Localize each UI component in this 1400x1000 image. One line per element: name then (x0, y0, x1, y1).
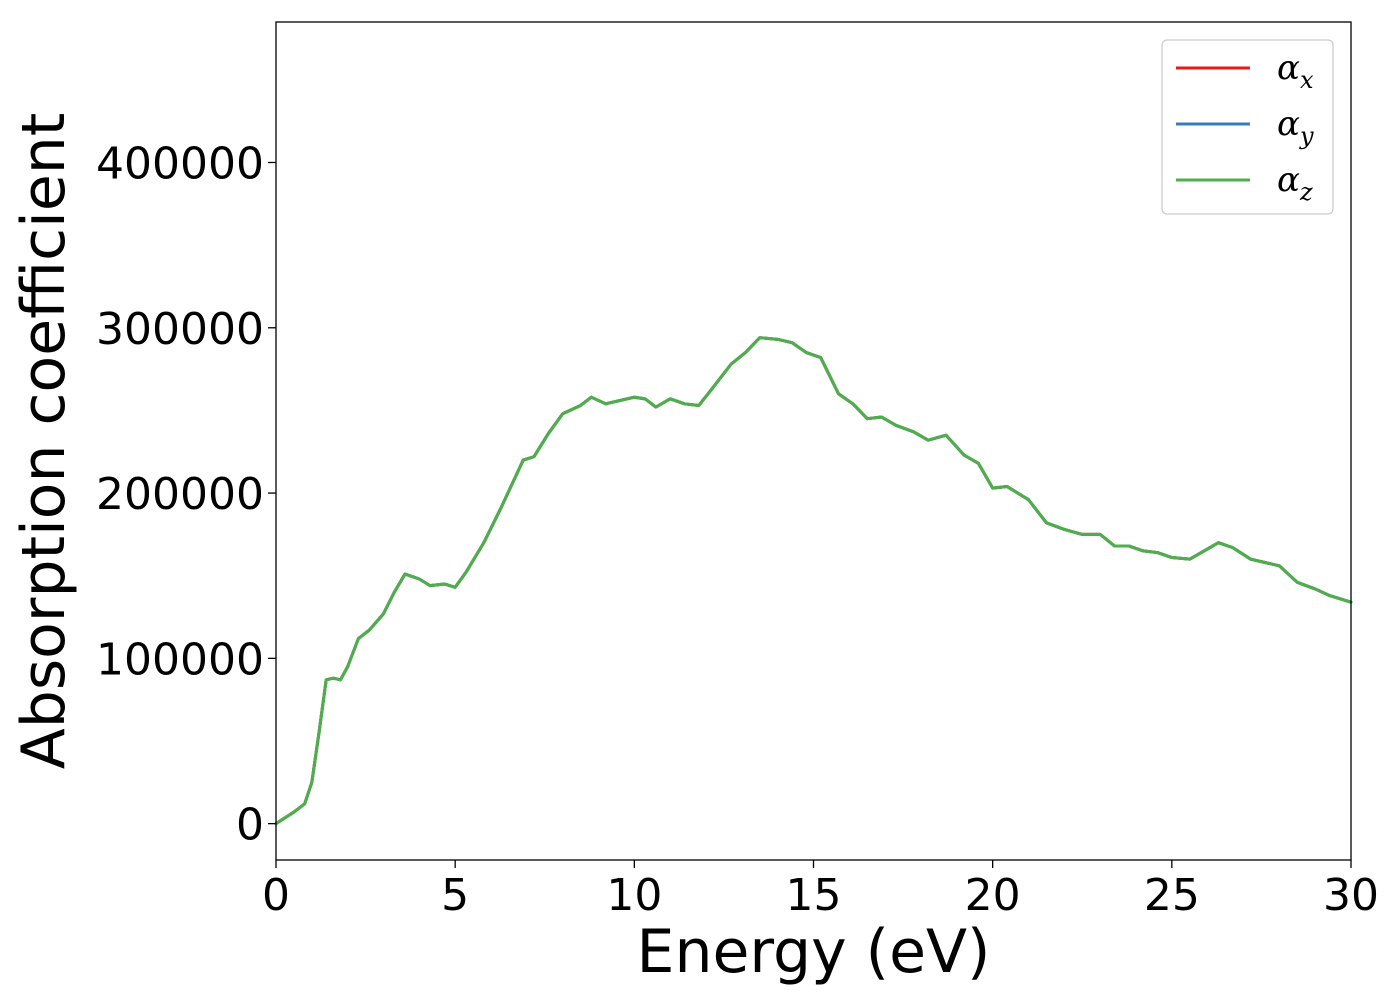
series-line-1 (274, 336, 1353, 826)
legend-label-2: αz (1277, 160, 1313, 206)
legend-box (1161, 39, 1334, 215)
ticks-layer: 0 5 10 15 20 25 30 0 100000 200000 300000 400000 (96, 138, 1379, 921)
x-tick-label: 10 (606, 870, 662, 921)
y-tick-label: 0 (236, 800, 264, 851)
legend: αx αy αz (1161, 39, 1334, 215)
series-line-2 (274, 336, 1353, 826)
y-tick-label: 300000 (96, 304, 264, 355)
series-layer (274, 336, 1353, 826)
y-tick-label: 400000 (96, 138, 264, 189)
series-line-0 (274, 336, 1353, 826)
legend-label-0: αx (1277, 48, 1314, 94)
y-axis-label: Absorption coefficient (9, 113, 79, 770)
y-tick-label: 100000 (96, 634, 264, 685)
x-tick-label: 0 (262, 870, 290, 921)
x-tick-label: 30 (1323, 870, 1379, 921)
x-tick-label: 5 (441, 870, 469, 921)
x-tick-label: 25 (1144, 870, 1200, 921)
y-tick-label: 200000 (96, 469, 264, 520)
x-tick-label: 15 (786, 870, 842, 921)
legend-label-1: αy (1277, 104, 1314, 150)
x-tick-label: 20 (965, 870, 1021, 921)
x-axis-label: Energy (eV) (637, 917, 991, 987)
